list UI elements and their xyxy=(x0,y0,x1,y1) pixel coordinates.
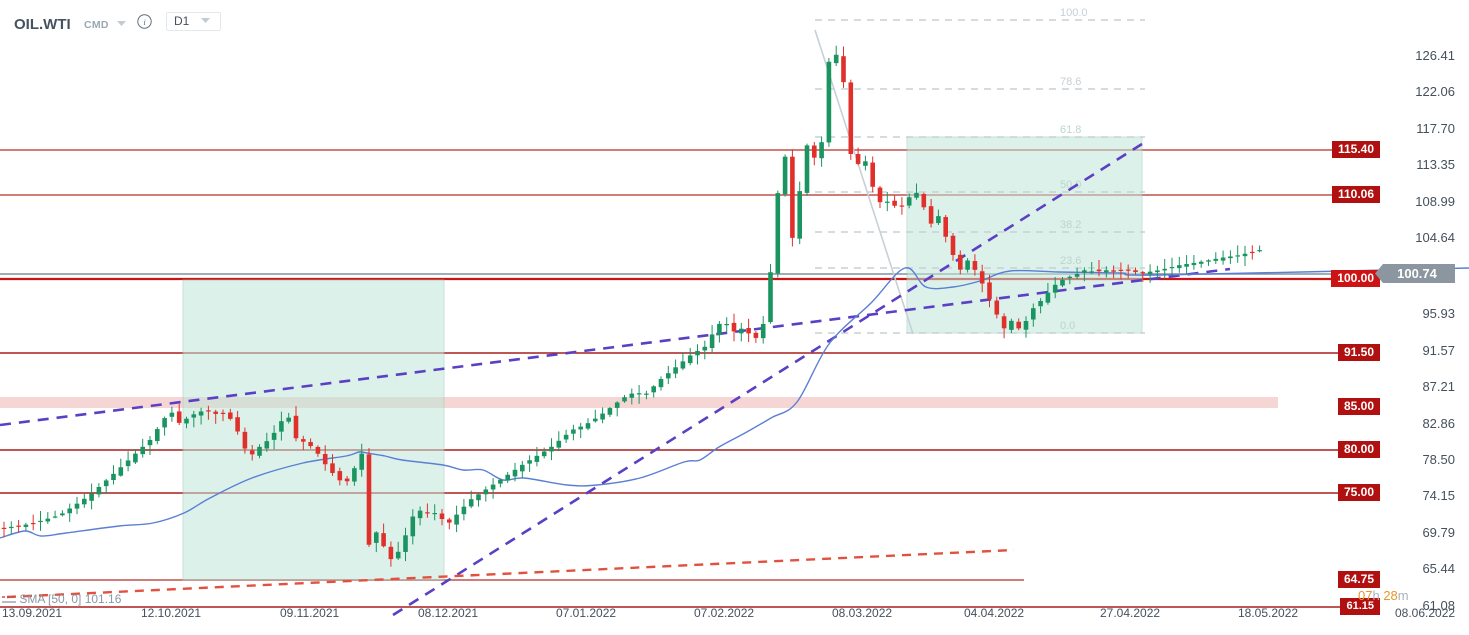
svg-text:0.0: 0.0 xyxy=(1060,320,1075,332)
svg-text:78.6: 78.6 xyxy=(1060,76,1081,88)
svg-text:100.74: 100.74 xyxy=(1397,266,1438,281)
svg-text:100.0: 100.0 xyxy=(1060,7,1088,19)
svg-text:23.6: 23.6 xyxy=(1060,255,1081,267)
svg-text:38.2: 38.2 xyxy=(1060,219,1081,231)
svg-text:61.8: 61.8 xyxy=(1060,124,1081,136)
